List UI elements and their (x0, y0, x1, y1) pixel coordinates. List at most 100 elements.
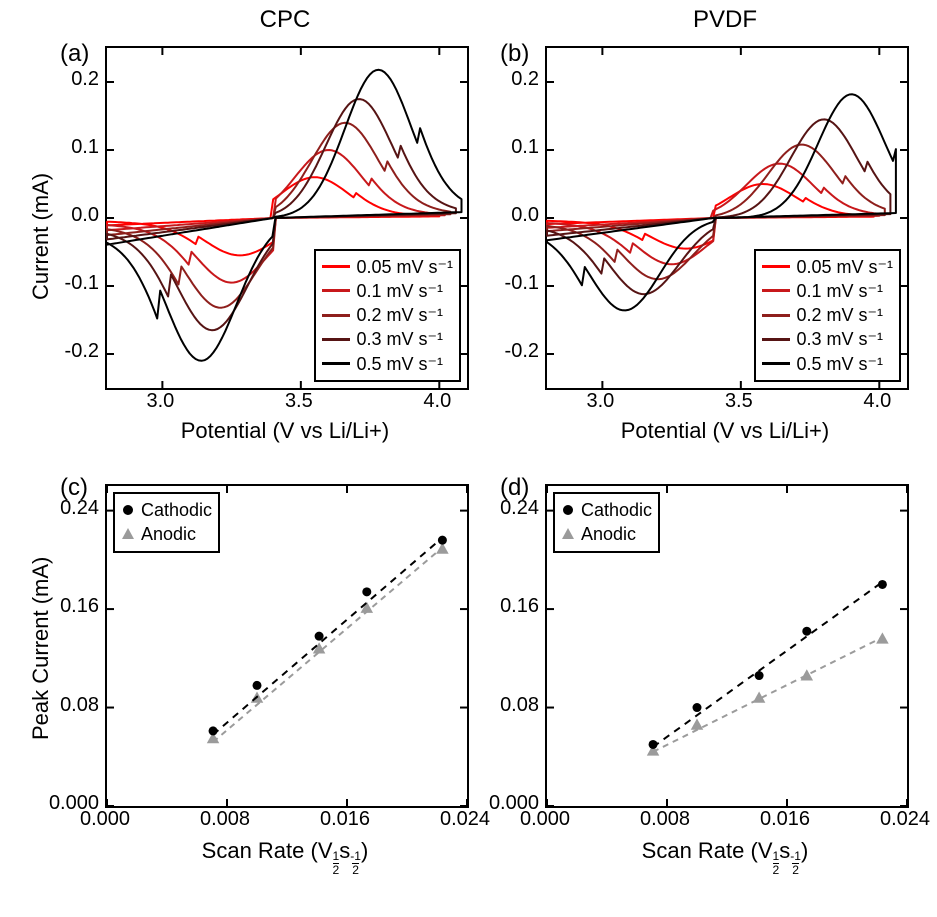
legend-item: 0.2 mV s⁻¹ (762, 303, 893, 327)
ytick-label: 0.16 (60, 595, 99, 618)
xtick-label: 3.0 (130, 390, 190, 413)
legend-swatch (322, 289, 350, 292)
legend-label: Cathodic (141, 498, 212, 522)
ytick-label: 0.000 (489, 792, 539, 815)
legend-swatch (762, 338, 790, 341)
legend-label: 0.3 mV s⁻¹ (356, 327, 443, 351)
xtick-label: 3.5 (709, 390, 769, 413)
legend-label: 0.1 mV s⁻¹ (796, 279, 883, 303)
legend-marker (561, 503, 575, 517)
rs-legend-cpc: CathodicAnodic (113, 492, 220, 553)
legend-item: 0.05 mV s⁻¹ (322, 255, 453, 279)
ylabel-rs: Peak Current (mA) (28, 557, 54, 740)
column-title-left: CPC (105, 6, 465, 34)
xtick-label: 3.0 (570, 390, 630, 413)
legend-item: 0.5 mV s⁻¹ (762, 352, 893, 376)
data-point (253, 681, 262, 690)
legend-item: Cathodic (121, 498, 212, 522)
legend-swatch (762, 314, 790, 317)
ytick-label: -0.1 (505, 272, 539, 295)
legend-marker (121, 503, 135, 517)
exp-fraction: -12 (790, 850, 801, 875)
ytick-label: 0.08 (500, 694, 539, 717)
ytick-label: 0.2 (511, 68, 539, 91)
legend-item: 0.2 mV s⁻¹ (322, 303, 453, 327)
column-title-right: PVDF (545, 6, 905, 34)
legend-swatch (322, 338, 350, 341)
legend-label: Anodic (581, 522, 636, 546)
ytick-label: -0.1 (65, 272, 99, 295)
legend-item: 0.1 mV s⁻¹ (322, 279, 453, 303)
data-point (209, 726, 218, 735)
xlabel-cv-a: Potential (V vs Li/Li+) (105, 418, 465, 444)
panel-label-b: (b) (500, 40, 529, 68)
data-point (649, 740, 658, 749)
ytick-label: 0.16 (500, 595, 539, 618)
legend-marker (561, 527, 575, 541)
figure-root: CPC PVDF (a) (b) (c) (d) Current (mA) Pe… (0, 0, 937, 917)
ytick-label: 0.24 (500, 497, 539, 520)
xtick-label: 0.024 (875, 808, 935, 831)
xtick-label: 0.016 (755, 808, 815, 831)
legend-item: Cathodic (561, 498, 652, 522)
legend-swatch (762, 289, 790, 292)
legend-label: Cathodic (581, 498, 652, 522)
fit-line (213, 538, 442, 735)
ytick-label: 0.1 (511, 136, 539, 159)
data-point (438, 536, 447, 545)
legend-swatch (322, 362, 350, 365)
xtick-label: 0.008 (195, 808, 255, 831)
legend-swatch (762, 362, 790, 365)
xlabel-cv-b: Potential (V vs Li/Li+) (545, 418, 905, 444)
data-point (693, 703, 702, 712)
legend-item: Anodic (561, 522, 652, 546)
cv-plot-pvdf: 0.05 mV s⁻¹0.1 mV s⁻¹0.2 mV s⁻¹0.3 mV s⁻… (545, 46, 909, 390)
xlabel-text: ) (361, 838, 368, 863)
ytick-label: 0.24 (60, 497, 99, 520)
xlabel-text: s (779, 838, 790, 863)
legend-label: 0.5 mV s⁻¹ (796, 352, 883, 376)
cv-plot-cpc: 0.05 mV s⁻¹0.1 mV s⁻¹0.2 mV s⁻¹0.3 mV s⁻… (105, 46, 469, 390)
ytick-label: -0.2 (505, 340, 539, 363)
legend-label: 0.3 mV s⁻¹ (796, 327, 883, 351)
cv-legend-pvdf: 0.05 mV s⁻¹0.1 mV s⁻¹0.2 mV s⁻¹0.3 mV s⁻… (754, 249, 901, 382)
legend-label: Anodic (141, 522, 196, 546)
data-point (802, 627, 811, 636)
legend-item: 0.5 mV s⁻¹ (322, 352, 453, 376)
legend-item: Anodic (121, 522, 212, 546)
xtick-label: 3.5 (269, 390, 329, 413)
rs-plot-cpc: CathodicAnodic (105, 484, 469, 808)
legend-item: 0.3 mV s⁻¹ (322, 327, 453, 351)
ytick-label: -0.2 (65, 340, 99, 363)
legend-swatch (762, 265, 790, 268)
xlabel-rs-d: Scan Rate (V12s-12) (545, 838, 905, 876)
xtick-label: 4.0 (407, 390, 467, 413)
ytick-label: 0.0 (71, 204, 99, 227)
legend-label: 0.2 mV s⁻¹ (356, 303, 443, 327)
data-point (315, 632, 324, 641)
data-point (876, 632, 889, 643)
legend-swatch (322, 265, 350, 268)
data-point (755, 671, 764, 680)
xtick-label: 0.024 (435, 808, 495, 831)
ytick-label: 0.08 (60, 694, 99, 717)
ylabel-cv: Current (mA) (28, 173, 54, 300)
data-point (691, 719, 704, 730)
xlabel-text: Scan Rate (V (642, 838, 773, 863)
rs-plot-pvdf: CathodicAnodic (545, 484, 909, 808)
data-point (878, 580, 887, 589)
fit-line (213, 548, 442, 742)
xlabel-text: Scan Rate (V (202, 838, 333, 863)
legend-label: 0.1 mV s⁻¹ (356, 279, 443, 303)
data-point (801, 669, 814, 680)
xtick-label: 0.008 (635, 808, 695, 831)
ytick-label: 0.1 (71, 136, 99, 159)
legend-label: 0.05 mV s⁻¹ (356, 255, 453, 279)
legend-item: 0.3 mV s⁻¹ (762, 327, 893, 351)
legend-item: 0.1 mV s⁻¹ (762, 279, 893, 303)
ytick-label: 0.000 (49, 792, 99, 815)
fit-line (653, 582, 882, 747)
legend-item: 0.05 mV s⁻¹ (762, 255, 893, 279)
xlabel-rs-c: Scan Rate (V12s-12) (105, 838, 465, 876)
legend-label: 0.2 mV s⁻¹ (796, 303, 883, 327)
